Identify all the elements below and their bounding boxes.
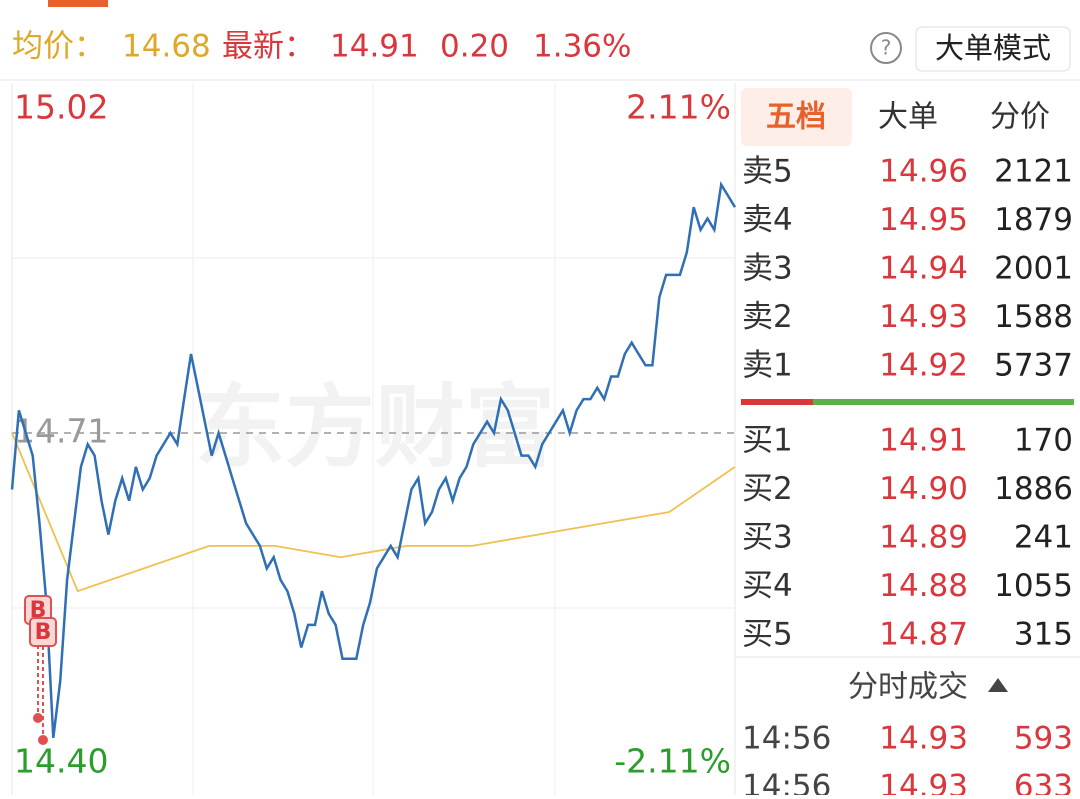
row-volume: 1879 [994,202,1073,238]
avg-value: 14.68 [122,29,211,65]
mode-button[interactable] [915,26,1071,72]
row-volume: 1055 [994,568,1073,604]
row-price: 14.90 [879,471,968,507]
tab-active-bg [741,88,852,146]
row-volume: 2001 [994,251,1073,287]
trade-volume: 593 [1014,721,1073,757]
row-price: 14.89 [879,520,968,556]
trade-price: 14.93 [879,769,968,796]
y-tick-label: 15.02 [14,88,108,127]
row-volume: 1588 [994,299,1073,335]
row-label: 买2 [742,471,793,507]
row-volume: 5737 [994,348,1073,384]
row-label: 买1 [742,423,793,459]
sell-ratio-bar [741,399,813,405]
latest-label: 最新： [222,29,315,65]
row-label: 卖2 [742,299,793,335]
trade-time: 14:56 [742,721,831,757]
latest-value: 14.91 [330,29,419,65]
row-price: 14.95 [879,202,968,238]
row-label: 卖5 [742,154,793,190]
change-pct: 1.36% [533,29,631,65]
row-label: 买4 [742,568,793,604]
row-price: 14.91 [879,423,968,459]
help-icon-text[interactable]: ? [881,36,892,60]
row-volume: 1886 [994,471,1073,507]
row-volume: 170 [1014,423,1073,459]
row-price: 14.88 [879,568,968,604]
row-price: 14.92 [879,348,968,384]
row-volume: 315 [1014,617,1073,653]
row-label: 卖4 [742,202,793,238]
y-tick-label: 14.40 [14,742,108,781]
price-line [10,181,737,738]
tab-indicator [48,0,108,7]
marker-dot [33,713,43,723]
trade-time: 14:56 [742,769,831,796]
help-icon[interactable] [870,32,902,64]
change: 0.20 [440,29,509,65]
tab[interactable]: 分价 [990,100,1050,135]
row-price: 14.87 [879,617,968,653]
row-label: 买5 [742,617,793,653]
y2-tick-label: 2.11% [626,88,731,127]
trade-price: 14.93 [879,721,968,757]
row-price: 14.94 [879,251,968,287]
row-volume: 2121 [994,154,1073,190]
row-label: 买3 [742,520,793,556]
avg-label: 均价： [12,29,105,65]
marker-dot [38,735,48,745]
trades-title[interactable]: 分时成交 [848,670,968,705]
buy-ratio-bar [813,399,1074,405]
marker-label[interactable]: B [35,620,52,645]
marker-label[interactable]: B [30,598,47,623]
row-price: 14.96 [879,154,968,190]
row-label: 卖3 [742,251,793,287]
y2-tick-label: -2.11% [614,742,731,781]
price-line [11,432,736,593]
row-price: 14.93 [879,299,968,335]
row-volume: 241 [1014,520,1073,556]
marker-badge[interactable] [29,617,57,647]
watermark: 东方财富 [195,375,555,480]
sort-arrow[interactable] [988,678,1008,692]
mode-button-text[interactable]: 大单模式 [935,31,1051,65]
row-label: 卖1 [742,348,793,384]
tab[interactable]: 大单 [878,100,938,135]
tab[interactable]: 五档 [766,100,826,135]
trade-volume: 633 [1014,769,1073,796]
